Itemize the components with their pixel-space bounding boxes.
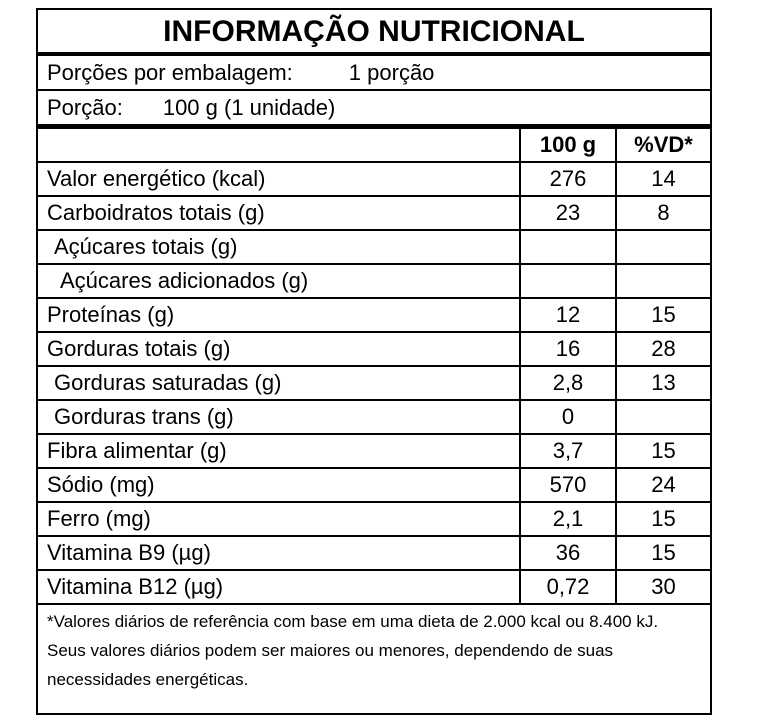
amount: 36 [519, 535, 617, 571]
serving-label: Porções por embalagem: [47, 60, 293, 85]
amount: 16 [519, 331, 617, 367]
daily-value [615, 229, 710, 265]
header-cell [38, 129, 521, 163]
amount: 0 [519, 399, 617, 435]
amount: 12 [519, 297, 617, 333]
nutrient-name: Gorduras totais (g) [38, 331, 521, 367]
daily-value: 24 [615, 467, 710, 503]
header-cell: %VD* [615, 129, 710, 163]
amount: 2,1 [519, 501, 617, 537]
serving-row: Porção: 100 g (1 unidade) [38, 91, 710, 129]
daily-value: 13 [615, 365, 710, 401]
footnote: *Valores diários de referência com base … [47, 612, 659, 689]
nutrient-name: Gorduras saturadas (g) [38, 365, 521, 401]
amount: 276 [519, 161, 617, 197]
nutrient-row: Ferro (mg) 2,1 15 [38, 501, 710, 537]
header-cell: 100 g [519, 129, 617, 163]
nutrient-table: 100 g %VD* Valor energético (kcal) 276 14 C… [38, 129, 710, 605]
nutrient-row: Fibra alimentar (g) 3,7 15 [38, 433, 710, 469]
nutrient-row: Gorduras saturadas (g) 2,8 13 [38, 365, 710, 401]
nutrient-row: Açúcares totais (g) [38, 229, 710, 265]
daily-value: 28 [615, 331, 710, 367]
nutrient-row: Gorduras totais (g) 16 28 [38, 331, 710, 367]
daily-value: 14 [615, 161, 710, 197]
nutrient-row: Gorduras trans (g) 0 [38, 399, 710, 435]
nutrient-name: Valor energético (kcal) [38, 161, 521, 197]
nutrition-label: INFORMAÇÃO NUTRICIONAL Porções por embal… [36, 8, 712, 715]
nutrient-name: Vitamina B12 (µg) [38, 569, 521, 605]
daily-value: 15 [615, 535, 710, 571]
nutrient-row: Carboidratos totais (g) 23 8 [38, 195, 710, 231]
nutrient-name: Proteínas (g) [38, 297, 521, 333]
amount: 0,72 [519, 569, 617, 605]
amount [519, 229, 617, 265]
nutrient-name: Gorduras trans (g) [38, 399, 521, 435]
serving-label: Porção: [47, 95, 123, 120]
serving-value: 100 g (1 unidade) [162, 95, 336, 120]
nutrient-row: Vitamina B9 (µg) 36 15 [38, 535, 710, 571]
nutrient-name: Ferro (mg) [38, 501, 521, 537]
table-body: Valor energético (kcal) 276 14 Carboidratos… [38, 161, 710, 605]
title: INFORMAÇÃO NUTRICIONAL [38, 10, 710, 56]
amount: 3,7 [519, 433, 617, 469]
nutrient-row: Proteínas (g) 12 15 [38, 297, 710, 333]
amount: 570 [519, 467, 617, 503]
nutrient-name: Açúcares totais (g) [38, 229, 521, 265]
amount [519, 263, 617, 299]
nutrient-name: Carboidratos totais (g) [38, 195, 521, 231]
daily-value: 8 [615, 195, 710, 231]
nutrient-name: Vitamina B9 (µg) [38, 535, 521, 571]
serving-value: 1 porção [348, 60, 435, 85]
header-row: 100 g %VD* [38, 129, 710, 163]
daily-value: 15 [615, 501, 710, 537]
amount: 23 [519, 195, 617, 231]
daily-value: 30 [615, 569, 710, 605]
daily-value [615, 263, 710, 299]
nutrient-name: Açúcares adicionados (g) [38, 263, 521, 299]
nutrient-name: Sódio (mg) [38, 467, 521, 503]
daily-value [615, 399, 710, 435]
nutrient-row: Açúcares adicionados (g) [38, 263, 710, 299]
daily-value: 15 [615, 297, 710, 333]
nutrient-row: Valor energético (kcal) 276 14 [38, 161, 710, 197]
nutrient-row: Vitamina B12 (µg) 0,72 30 [38, 569, 710, 605]
amount: 2,8 [519, 365, 617, 401]
nutrient-name: Fibra alimentar (g) [38, 433, 521, 469]
daily-value: 15 [615, 433, 710, 469]
nutrient-row: Sódio (mg) 570 24 [38, 467, 710, 503]
serving-row: Porções por embalagem: 1 porção [38, 56, 710, 91]
